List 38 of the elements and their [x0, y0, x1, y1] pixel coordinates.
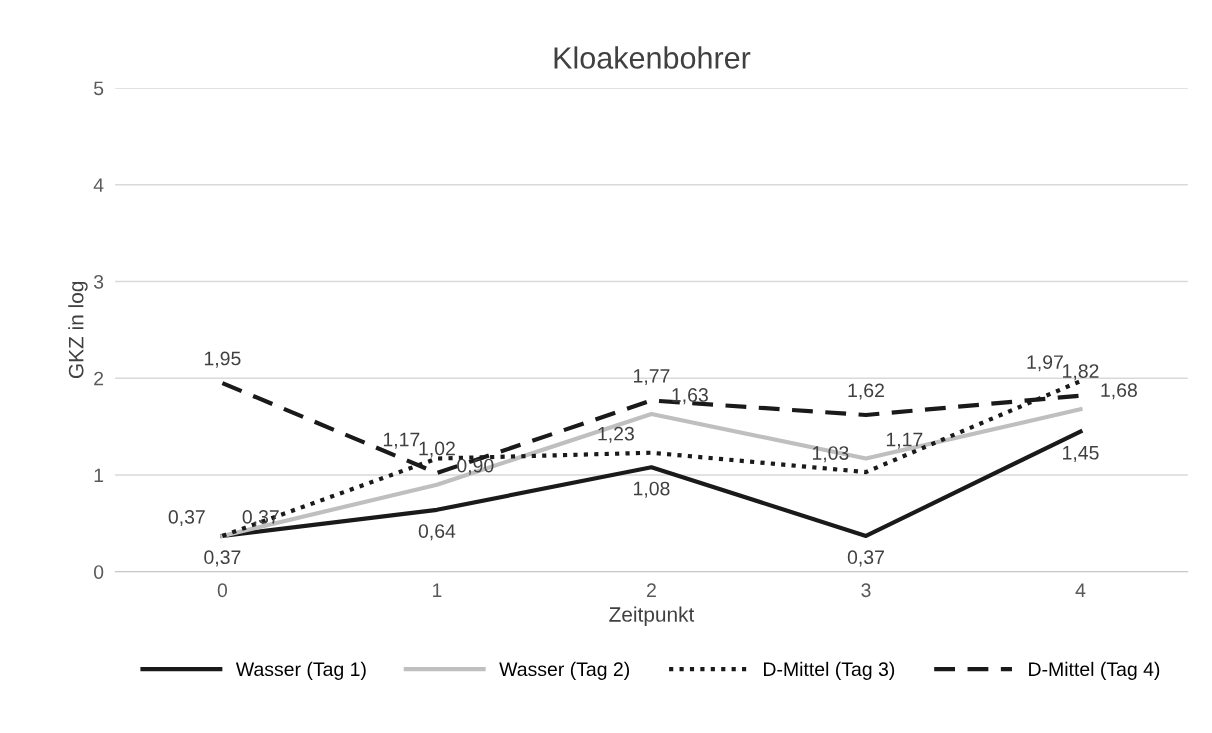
x-tick-label: 0 — [217, 583, 228, 598]
legend-label: D-Mittel (Tag 3) — [764, 661, 895, 680]
x-tick-label: 3 — [861, 583, 871, 598]
data-label: 0,37 — [847, 550, 884, 567]
y-tick-label: 2 — [94, 371, 104, 386]
data-label: 1,23 — [598, 426, 634, 443]
legend-label: D-Mittel (Tag 4) — [1029, 661, 1160, 680]
data-label: 1,62 — [848, 383, 884, 400]
chart-title: Kloakenbohrer — [554, 46, 751, 69]
data-label: 0,37 — [204, 550, 241, 567]
y-tick-label: 4 — [93, 178, 104, 192]
data-label: 1,45 — [1063, 446, 1099, 462]
data-label: 0,90 — [457, 458, 494, 475]
legend-label: Wasser (Tag 1) — [235, 661, 366, 680]
x-tick-label: 1 — [433, 583, 442, 597]
y-tick-label: 5 — [93, 81, 104, 96]
data-label: 1,95 — [204, 351, 241, 368]
data-label: 1,77 — [634, 369, 670, 386]
y-axis-title: GKZ in log — [68, 281, 88, 379]
data-label: 1,63 — [672, 388, 708, 405]
data-label: 1,68 — [1101, 383, 1137, 400]
data-label: 0,37 — [168, 509, 205, 527]
y-tick-label: 3 — [93, 274, 104, 289]
data-label: 1,08 — [634, 481, 670, 498]
data-label: 0,64 — [418, 524, 456, 541]
x-tick-label: 2 — [647, 583, 656, 597]
x-axis-title: Zeitpunkt — [609, 606, 695, 626]
data-label: 1,97 — [1027, 355, 1063, 372]
legend-label: Wasser (Tag 2) — [499, 661, 630, 680]
x-tick-label: 4 — [1075, 583, 1086, 597]
data-label: 1,82 — [1063, 364, 1099, 381]
data-label: 1,03 — [812, 446, 849, 463]
data-label: 1,02 — [419, 441, 455, 458]
data-label: 0,37 — [242, 509, 279, 527]
y-tick-label: 0 — [93, 565, 104, 579]
data-label: 1,17 — [886, 432, 923, 449]
y-tick-label: 1 — [94, 468, 104, 483]
data-label: 1,17 — [383, 432, 420, 449]
